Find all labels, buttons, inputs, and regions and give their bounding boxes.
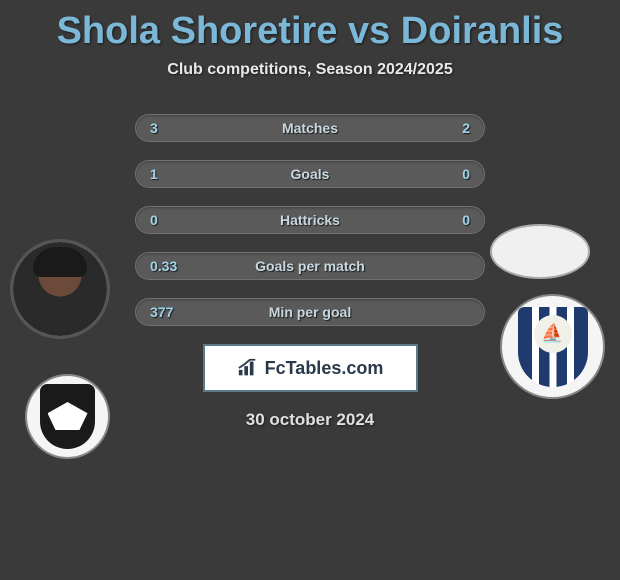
stat-label: Goals [291, 166, 330, 182]
stat-label: Goals per match [255, 258, 365, 274]
stat-left-value: 1 [150, 166, 190, 182]
stat-row: 0.33 Goals per match [135, 252, 485, 280]
stat-right-value: 0 [430, 166, 470, 182]
stat-left-value: 0 [150, 212, 190, 228]
player1-avatar [10, 239, 110, 339]
stats-area: ⛵ 3Matches21Goals00Hattricks00.33Goals p… [0, 114, 620, 326]
comparison-subtitle: Club competitions, Season 2024/2025 [0, 61, 620, 79]
bar-chart-icon [237, 358, 259, 378]
stat-right-value: 2 [430, 120, 470, 136]
paok-shield-icon [40, 384, 95, 449]
stat-left-value: 3 [150, 120, 190, 136]
player1-face [13, 242, 107, 336]
player2-club-badge: ⛵ [500, 294, 605, 399]
lamia-ship-icon: ⛵ [534, 315, 572, 353]
stat-row: 0 Hattricks 0 [135, 206, 485, 234]
stat-left-value: 0.33 [150, 258, 190, 274]
stat-label: Matches [282, 120, 338, 136]
comparison-title: Shola Shoretire vs Doiranlis [0, 0, 620, 53]
stat-row: 377 Min per goal [135, 298, 485, 326]
stat-right-value: 0 [430, 212, 470, 228]
stat-left-value: 377 [150, 304, 190, 320]
stat-label: Min per goal [269, 304, 351, 320]
paok-eagle-icon [48, 402, 88, 430]
brand-logo-box[interactable]: FcTables.com [203, 344, 418, 392]
stat-label: Hattricks [280, 212, 340, 228]
stat-row: 1 Goals 0 [135, 160, 485, 188]
stat-row: 3 Matches 2 [135, 114, 485, 142]
brand-text: FcTables.com [265, 358, 384, 379]
lamia-shield-icon: ⛵ [518, 307, 588, 387]
player1-club-badge [25, 374, 110, 459]
player2-avatar [490, 224, 590, 279]
